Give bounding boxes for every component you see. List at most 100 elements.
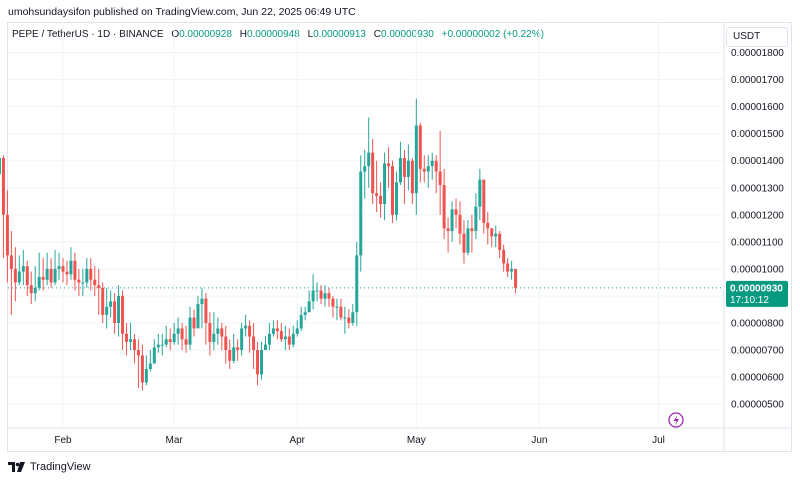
candle-body xyxy=(363,166,367,172)
time-axis-tick: Feb xyxy=(54,435,72,446)
candle-body xyxy=(125,333,129,342)
candle-body xyxy=(279,331,283,340)
candle-body xyxy=(128,339,132,342)
candle-body xyxy=(41,277,45,280)
price-axis-tick: 0.00000700 xyxy=(731,346,784,357)
candle-body xyxy=(37,277,41,288)
open-value: 0.00000928 xyxy=(179,29,232,40)
candle-body xyxy=(494,233,498,237)
candle-body xyxy=(271,328,275,334)
symbol-label[interactable]: PEPE / TetherUS · 1D · BINANCE xyxy=(12,29,164,40)
publish-line: umohsundaysifon published on TradingView… xyxy=(8,6,356,18)
candle-body xyxy=(383,163,387,204)
candle-body xyxy=(25,266,29,286)
candle-body xyxy=(359,171,363,256)
candle-body xyxy=(184,339,188,345)
candle-body xyxy=(319,290,323,299)
candle-body xyxy=(355,255,359,313)
candle-body xyxy=(394,182,398,215)
candle-body xyxy=(391,166,395,215)
candle-body xyxy=(232,347,236,361)
candle-body xyxy=(367,152,371,167)
candle-body xyxy=(454,209,458,215)
candle-body xyxy=(101,287,105,315)
candle-body xyxy=(17,271,21,283)
price-axis-tick: 0.00001300 xyxy=(731,183,784,194)
price-axis-tick: 0.00001000 xyxy=(731,264,784,275)
candle-body xyxy=(470,228,474,232)
candle-body xyxy=(136,350,140,356)
candle-body xyxy=(109,301,113,307)
candle-body xyxy=(371,152,375,194)
footer-brand[interactable]: TradingView xyxy=(8,461,91,473)
time-axis-tick: Mar xyxy=(166,435,184,446)
candle-body xyxy=(144,368,148,383)
candle-body xyxy=(53,268,57,283)
candle-body xyxy=(466,228,470,253)
price-axis-tick: 0.00001200 xyxy=(731,210,784,221)
candle-body xyxy=(49,268,53,283)
candle-body xyxy=(176,328,180,334)
candle-body xyxy=(132,339,136,351)
last-price-text: 0.00000930 xyxy=(730,283,783,294)
candle-body xyxy=(244,325,248,329)
candle-body xyxy=(160,344,164,346)
candle-body xyxy=(93,279,97,286)
candle-body xyxy=(506,263,510,272)
candle-body xyxy=(450,209,454,232)
candle-body xyxy=(398,157,402,183)
candle-body xyxy=(283,336,287,340)
tradingview-logo-icon xyxy=(8,462,25,472)
candle-body xyxy=(21,266,25,272)
candle-body xyxy=(406,160,410,177)
candle-body xyxy=(220,328,224,337)
candle-body xyxy=(327,293,331,299)
candle-body xyxy=(343,317,347,319)
candle-body xyxy=(410,160,414,194)
change-value: +0.00000002 (+0.22%) xyxy=(441,29,544,40)
candle-body xyxy=(29,285,33,294)
candle-body xyxy=(45,268,49,280)
candle-body xyxy=(335,306,339,308)
candle-body xyxy=(462,233,466,253)
candle-body xyxy=(240,328,244,351)
candle-body xyxy=(267,333,271,345)
chart-legend: PEPE / TetherUS · 1D · BINANCE O0.000009… xyxy=(12,29,544,40)
candle-body xyxy=(105,306,109,315)
candle-body xyxy=(502,249,506,264)
high-value: 0.00000948 xyxy=(246,29,300,40)
candle-body xyxy=(252,336,256,351)
candle-body xyxy=(307,301,311,313)
candle-body xyxy=(387,163,391,167)
candle-body xyxy=(510,268,514,272)
candle-body xyxy=(315,290,319,292)
candle-body xyxy=(168,339,172,342)
candle-body xyxy=(438,171,442,186)
candle-body xyxy=(458,214,462,234)
candle-body xyxy=(156,344,160,348)
last-price-badge xyxy=(726,280,788,307)
candle-body xyxy=(323,293,327,299)
candle-body xyxy=(263,344,267,351)
candle-body xyxy=(61,266,65,272)
candle-body xyxy=(85,268,89,283)
currency-button[interactable]: USDT xyxy=(726,27,788,47)
candle-body xyxy=(402,157,406,177)
close-label: C xyxy=(373,29,381,40)
candle-body xyxy=(77,279,81,283)
candle-body xyxy=(275,328,279,332)
countdown-text: 17:10:12 xyxy=(730,295,769,306)
candle-body xyxy=(204,298,208,323)
price-axis-tick: 0.00001100 xyxy=(731,237,784,248)
close-value: 0.00000930 xyxy=(381,29,434,40)
candle-body xyxy=(442,185,446,229)
candle-body xyxy=(236,347,240,351)
candle-body xyxy=(113,301,117,323)
candle-body xyxy=(224,336,228,351)
time-axis-tick: Jun xyxy=(531,435,547,446)
low-label: L xyxy=(307,29,314,40)
candle-body xyxy=(418,125,422,169)
candle-body xyxy=(188,317,192,345)
candle-body xyxy=(89,268,93,280)
